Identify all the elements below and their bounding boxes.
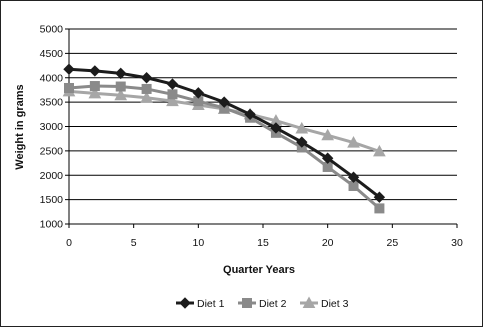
y-axis-title: Weight in grams (14, 84, 26, 169)
y-tick-label: 3500 (40, 97, 64, 109)
data-point (321, 152, 334, 164)
y-tick-label: 5000 (40, 24, 64, 36)
data-point (167, 89, 178, 100)
y-tick-label: 2000 (40, 170, 64, 182)
x-tick-label: 30 (451, 237, 463, 249)
data-point (373, 191, 386, 203)
data-point (347, 136, 360, 148)
y-tick-label: 1500 (40, 194, 64, 206)
data-point (166, 78, 179, 90)
y-tick-label: 4000 (40, 72, 64, 84)
data-point (374, 203, 385, 214)
data-point (166, 94, 179, 107)
data-point (373, 144, 386, 157)
x-tick-label: 5 (131, 237, 137, 249)
data-point (140, 91, 153, 103)
series-diet-1 (63, 63, 386, 203)
data-point (89, 81, 100, 92)
legend-item: Diet 3 (300, 296, 349, 310)
data-point (192, 87, 205, 99)
data-point (64, 82, 74, 93)
x-tick-label: 10 (192, 237, 204, 249)
legend-label: Diet 2 (259, 298, 287, 310)
data-point (244, 108, 256, 121)
data-point (321, 128, 335, 141)
legend-item: Diet 2 (238, 298, 287, 310)
data-point (295, 121, 309, 134)
legend-label: Diet 3 (321, 298, 349, 310)
legend-marker (302, 296, 316, 308)
series-line (68, 67, 381, 199)
data-point (218, 96, 230, 108)
axis-layer: 1000 1500 2000 2500 3000 3500 4000 4500 5000 0 5 10… (40, 24, 463, 250)
y-tick-label: 1000 (40, 219, 64, 231)
x-axis-title: Quarter Years (223, 264, 295, 276)
x-tick-label: 0 (66, 237, 72, 249)
series-diet-3 (62, 84, 386, 157)
data-point (141, 83, 152, 94)
x-tick-label: 20 (322, 237, 334, 249)
data-point (115, 81, 126, 92)
y-tick-label: 2500 (40, 145, 64, 157)
legend-marker (179, 297, 191, 309)
legend-item: Diet 1 (176, 297, 225, 310)
data-point (347, 171, 360, 183)
data-point (140, 72, 153, 84)
data-point (296, 136, 308, 148)
data-point (115, 67, 127, 80)
series-layer (62, 63, 386, 214)
data-point (89, 65, 101, 77)
y-tick-label: 4500 (40, 48, 64, 60)
y-tick-label: 3000 (40, 121, 64, 133)
data-point (88, 86, 102, 99)
legend-marker (242, 298, 252, 308)
legend-label: Diet 1 (197, 298, 225, 310)
x-tick-label: 25 (386, 237, 398, 249)
data-point (63, 63, 75, 75)
x-tick-label: 15 (257, 237, 269, 249)
data-point (114, 88, 128, 101)
legend: Diet 1 Diet 2 Diet 3 (176, 296, 349, 310)
data-point (270, 122, 282, 134)
